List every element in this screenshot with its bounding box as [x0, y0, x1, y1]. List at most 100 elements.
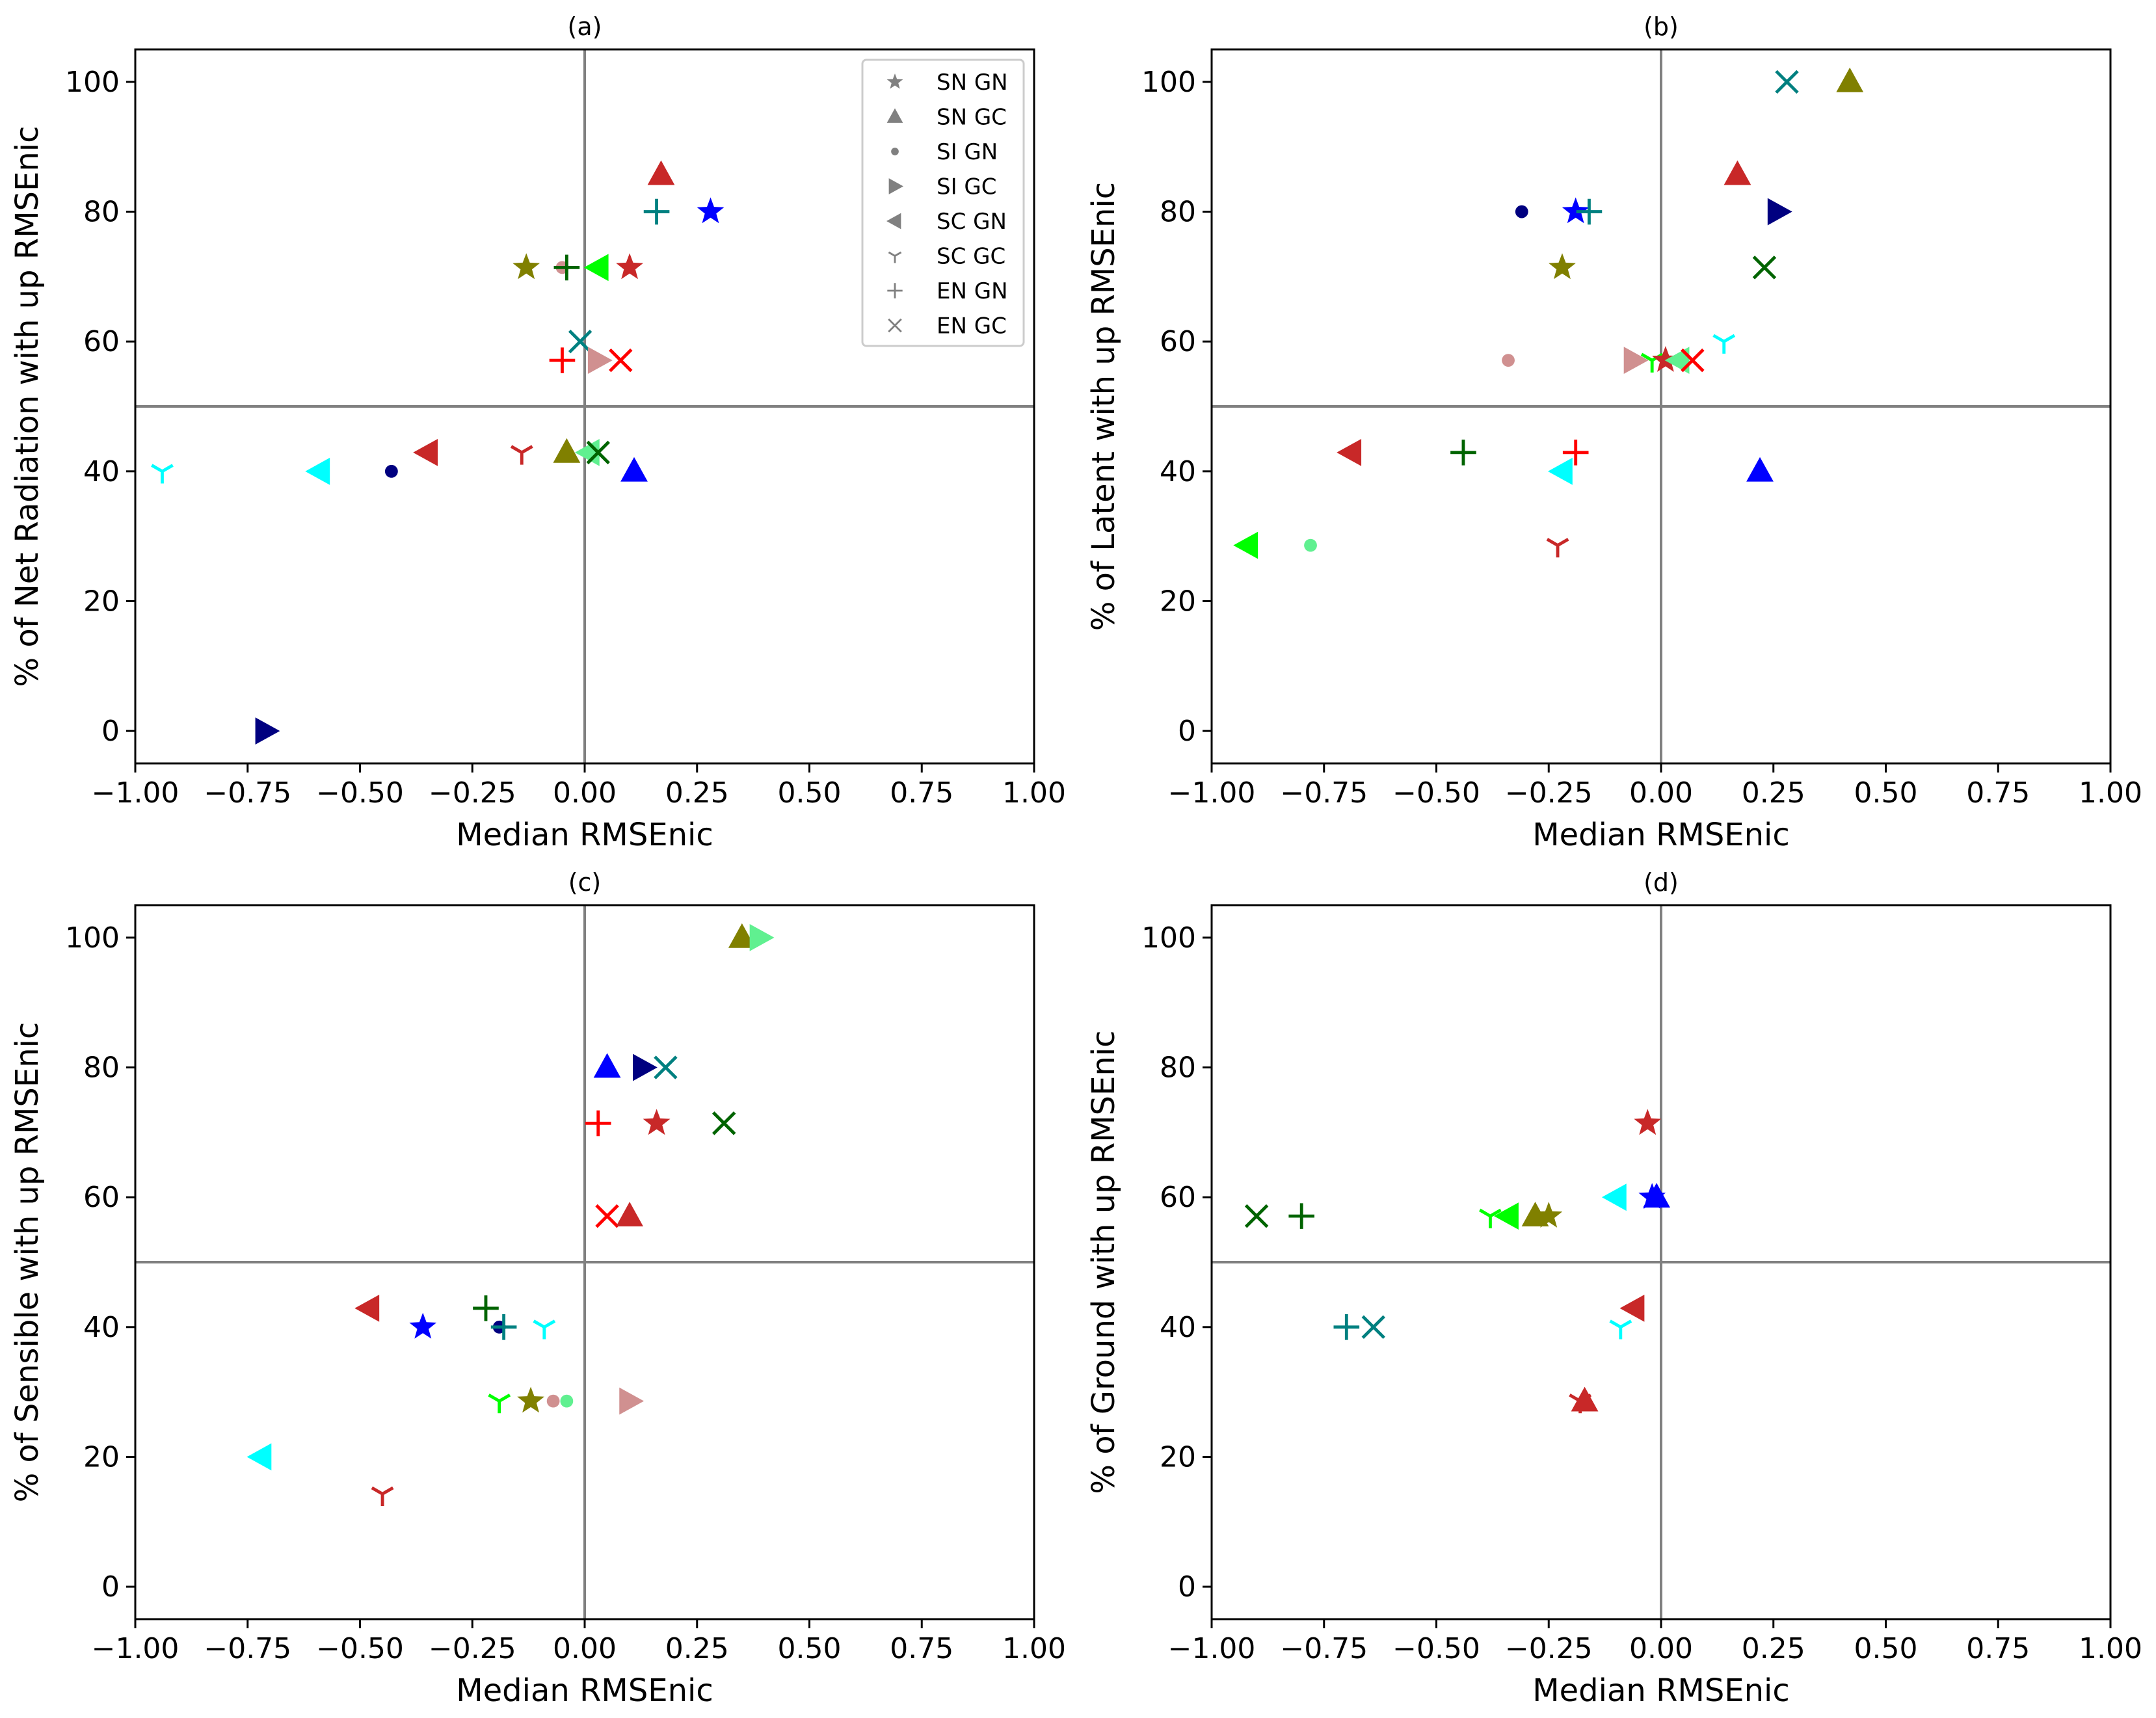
data-point-x	[609, 348, 633, 373]
x-tick-label: −0.50	[1392, 776, 1480, 810]
x-tick-label: 0.25	[665, 1632, 729, 1665]
x-axis-label: Median RMSEnic	[1532, 817, 1790, 853]
data-point-plus	[490, 1314, 517, 1340]
data-point-triangle-right	[1767, 198, 1792, 226]
legend-label: SI GC	[937, 174, 997, 200]
y-tick-label: 80	[1160, 1051, 1196, 1085]
y-tick-label: 20	[1160, 585, 1196, 618]
data-point-triangle-up	[593, 1053, 621, 1078]
x-tick-label: 0.00	[1629, 776, 1693, 810]
x-tick-label: −0.50	[316, 776, 404, 810]
x-tick-label: −0.25	[1505, 1632, 1593, 1665]
y-axis-label: % of Sensible with up RMSEnic	[9, 1022, 46, 1503]
data-point-star	[1652, 346, 1679, 372]
data-point-star	[409, 1312, 437, 1339]
panel-title: (c)	[568, 868, 602, 897]
y-tick-label: 0	[101, 715, 120, 748]
y-axis-label: % of Net Radiation with up RMSEnic	[9, 126, 46, 687]
y-tick-label: 0	[1178, 715, 1196, 748]
legend-label: SI GN	[937, 139, 998, 165]
data-point-tri-down	[371, 1486, 394, 1507]
x-tick-label: 0.00	[1629, 1632, 1693, 1665]
y-tick-label: 40	[1160, 455, 1196, 488]
x-tick-label: 1.00	[1002, 1632, 1066, 1665]
data-point-star	[517, 1386, 544, 1413]
x-tick-label: −0.50	[316, 1632, 404, 1665]
data-point-triangle-left	[583, 254, 609, 282]
y-tick-label: 0	[1178, 1570, 1196, 1604]
data-point-star	[1549, 253, 1576, 280]
x-axis-label: Median RMSEnic	[456, 817, 713, 853]
data-point-triangle-up	[620, 456, 648, 482]
y-tick-label: 100	[1141, 66, 1196, 99]
data-point-triangle-left	[1664, 347, 1690, 375]
x-tick-label: −1.00	[92, 776, 180, 810]
data-point-star	[1634, 1109, 1662, 1135]
x-axis-label: Median RMSEnic	[1532, 1672, 1790, 1709]
x-tick-label: 0.25	[665, 776, 729, 810]
x-tick-label: −1.00	[1168, 776, 1256, 810]
y-tick-label: 40	[83, 1311, 120, 1344]
legend-marker-point	[891, 148, 899, 155]
x-tick-label: −0.75	[204, 1632, 291, 1665]
legend-label: SC GN	[937, 209, 1007, 235]
x-axis-label: Median RMSEnic	[456, 1672, 713, 1709]
data-point-triangle-right	[619, 1387, 645, 1415]
data-point-plus	[1450, 440, 1476, 466]
y-tick-label: 40	[1160, 1311, 1196, 1344]
data-point-x	[654, 1055, 678, 1079]
x-tick-label: −1.00	[92, 1632, 180, 1665]
panel-title: (d)	[1644, 868, 1679, 897]
data-point-point	[1304, 538, 1317, 552]
data-point-plus	[1576, 198, 1603, 225]
data-point-star	[1562, 197, 1590, 224]
y-tick-label: 100	[65, 66, 120, 99]
x-tick-label: −1.00	[1168, 1632, 1256, 1665]
y-tick-label: 100	[1141, 921, 1196, 955]
data-point-triangle-up	[1723, 160, 1751, 185]
y-tick-label: 80	[83, 196, 120, 229]
y-tick-label: 20	[1160, 1440, 1196, 1474]
x-tick-label: 0.75	[1966, 776, 2030, 810]
data-point-tri-down	[1609, 1319, 1632, 1340]
data-point-tri-down	[1546, 538, 1569, 558]
x-tick-label: −0.25	[429, 1632, 516, 1665]
y-tick-label: 80	[83, 1051, 120, 1085]
data-point-star	[1535, 1202, 1563, 1228]
panel-d: −1.00 −0.75 −0.50 −0.25 0.00 0.25 0.50 0.75 1.00…	[1085, 868, 2142, 1709]
x-tick-label: 0.00	[553, 776, 617, 810]
data-point-x	[1681, 348, 1705, 373]
data-point-triangle-left	[246, 1443, 272, 1471]
x-tick-label: 0.75	[890, 1632, 953, 1665]
panel-title: (b)	[1644, 12, 1679, 41]
data-point-plus	[1333, 1314, 1360, 1340]
y-tick-label: 20	[83, 585, 120, 618]
data-point-tri-down	[1712, 334, 1736, 354]
data-point-star	[616, 253, 643, 280]
data-point-x	[595, 1204, 619, 1228]
x-tick-label: 0.00	[553, 1632, 617, 1665]
data-point-plus	[585, 1110, 611, 1137]
data-point-plus	[549, 347, 576, 373]
data-point-triangle-up	[647, 160, 675, 185]
data-point-triangle-right	[632, 1053, 658, 1081]
data-point-triangle-left	[1494, 1202, 1519, 1230]
x-tick-label: 1.00	[2079, 1632, 2142, 1665]
data-point-triangle-left	[305, 457, 330, 485]
y-tick-label: 60	[83, 1181, 120, 1214]
data-point-point	[560, 1394, 574, 1408]
panel-b: −1.00 −0.75 −0.50 −0.25 0.00 0.25 0.50 0.75 1.00…	[1085, 12, 2142, 853]
x-tick-label: 0.25	[1742, 1632, 1805, 1665]
y-tick-label: 60	[83, 325, 120, 358]
legend-label: EN GC	[937, 313, 1007, 339]
data-point-plus	[643, 198, 670, 225]
x-tick-label: 0.25	[1742, 776, 1805, 810]
data-point-triangle-right	[749, 924, 775, 951]
data-point-star	[512, 253, 540, 280]
panels: −1.00 −0.75 −0.50 −0.25 0.00 0.25 0.50 0.75 1.00…	[9, 12, 2142, 1709]
y-tick-label: 40	[83, 455, 120, 488]
data-point-x	[1361, 1315, 1385, 1340]
x-tick-label: 0.50	[778, 1632, 842, 1665]
data-point-x	[568, 329, 592, 354]
y-tick-label: 80	[1160, 196, 1196, 229]
